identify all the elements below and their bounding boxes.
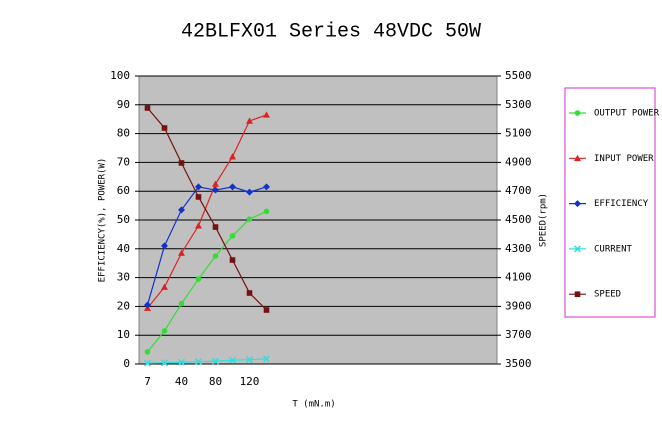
marker: [263, 183, 270, 191]
marker: [212, 224, 219, 230]
legend-label: CURRENT: [594, 244, 633, 254]
y-tick-label: 0: [123, 357, 130, 370]
y2-tick-label: 4500: [505, 213, 532, 226]
legend-marker: [574, 154, 581, 162]
marker: [160, 359, 169, 367]
y-tick-label: 100: [110, 69, 130, 82]
marker: [228, 356, 237, 364]
marker: [178, 160, 185, 166]
y-tick-label: 60: [117, 184, 130, 197]
y2-tick-label: 3900: [505, 299, 532, 312]
legend-marker: [574, 291, 581, 297]
marker: [161, 125, 168, 131]
y-tick-label: 80: [117, 127, 130, 140]
series-line: [147, 358, 267, 364]
marker: [229, 153, 236, 160]
marker: [246, 290, 253, 296]
series-line: [147, 107, 267, 311]
y-tick-label: 50: [117, 213, 130, 226]
y2-tick-label: 5300: [505, 98, 532, 111]
y-axis-label: EFFICIENCY(%), POWER(W): [98, 158, 108, 283]
legend-label: SPEED: [594, 290, 621, 300]
marker: [178, 206, 185, 214]
x-tick-label: 120: [240, 375, 260, 388]
marker: [178, 249, 185, 256]
legend-label: OUTPUT POWER: [594, 109, 660, 119]
y2-tick-label: 3500: [505, 357, 532, 370]
legend-marker: [573, 245, 582, 253]
series-line: [147, 210, 267, 353]
y2-tick-label: 4700: [505, 184, 532, 197]
marker: [161, 328, 168, 334]
marker: [178, 300, 185, 307]
marker: [194, 358, 203, 366]
series-line: [147, 114, 267, 309]
y2-tick-label: 3700: [505, 328, 532, 341]
y2-axis-label: SPEED(rpm): [539, 193, 549, 247]
y-tick-label: 40: [117, 242, 130, 255]
y2-tick-label: 4100: [505, 271, 532, 284]
x-tick-label: 80: [209, 375, 222, 388]
chart-title: 42BLFX01 Series 48VDC 50W: [181, 20, 481, 43]
y2-tick-label: 4300: [505, 242, 532, 255]
legend-label: INPUT POWER: [594, 154, 654, 164]
marker: [246, 117, 253, 124]
marker: [195, 194, 202, 200]
legend-label: EFFICIENCY: [594, 199, 649, 209]
marker: [246, 216, 253, 222]
marker: [195, 276, 202, 282]
marker: [263, 208, 270, 215]
marker: [245, 356, 254, 364]
marker: [263, 111, 270, 118]
legend: [564, 87, 656, 318]
y2-tick-label: 4900: [505, 155, 532, 168]
series-line: [146, 186, 267, 306]
marker: [161, 242, 168, 250]
x-tick-label: 7: [144, 375, 151, 388]
marker: [195, 222, 202, 229]
marker: [195, 183, 202, 191]
y-tick-label: 70: [117, 155, 130, 168]
marker: [229, 183, 236, 191]
marker: [212, 253, 219, 259]
x-axis-label: T (mN.m): [292, 400, 335, 410]
y-tick-label: 30: [117, 271, 130, 284]
marker: [229, 257, 236, 263]
y-tick-label: 90: [117, 98, 130, 111]
marker: [144, 349, 151, 355]
legend-marker: [574, 110, 581, 116]
y2-tick-label: 5100: [505, 127, 532, 140]
marker: [229, 233, 236, 239]
marker: [263, 307, 270, 313]
marker: [262, 355, 271, 363]
y-tick-label: 10: [117, 328, 130, 341]
marker: [144, 105, 151, 111]
y2-tick-label: 5500: [505, 69, 532, 82]
marker: [144, 301, 151, 309]
y-tick-label: 20: [117, 299, 130, 312]
marker: [212, 180, 219, 187]
marker: [211, 357, 220, 365]
marker: [143, 359, 152, 367]
marker: [212, 186, 219, 194]
x-tick-label: 40: [175, 375, 188, 388]
marker: [246, 188, 253, 196]
legend-marker: [574, 200, 581, 208]
marker: [161, 283, 168, 290]
marker: [177, 358, 186, 366]
